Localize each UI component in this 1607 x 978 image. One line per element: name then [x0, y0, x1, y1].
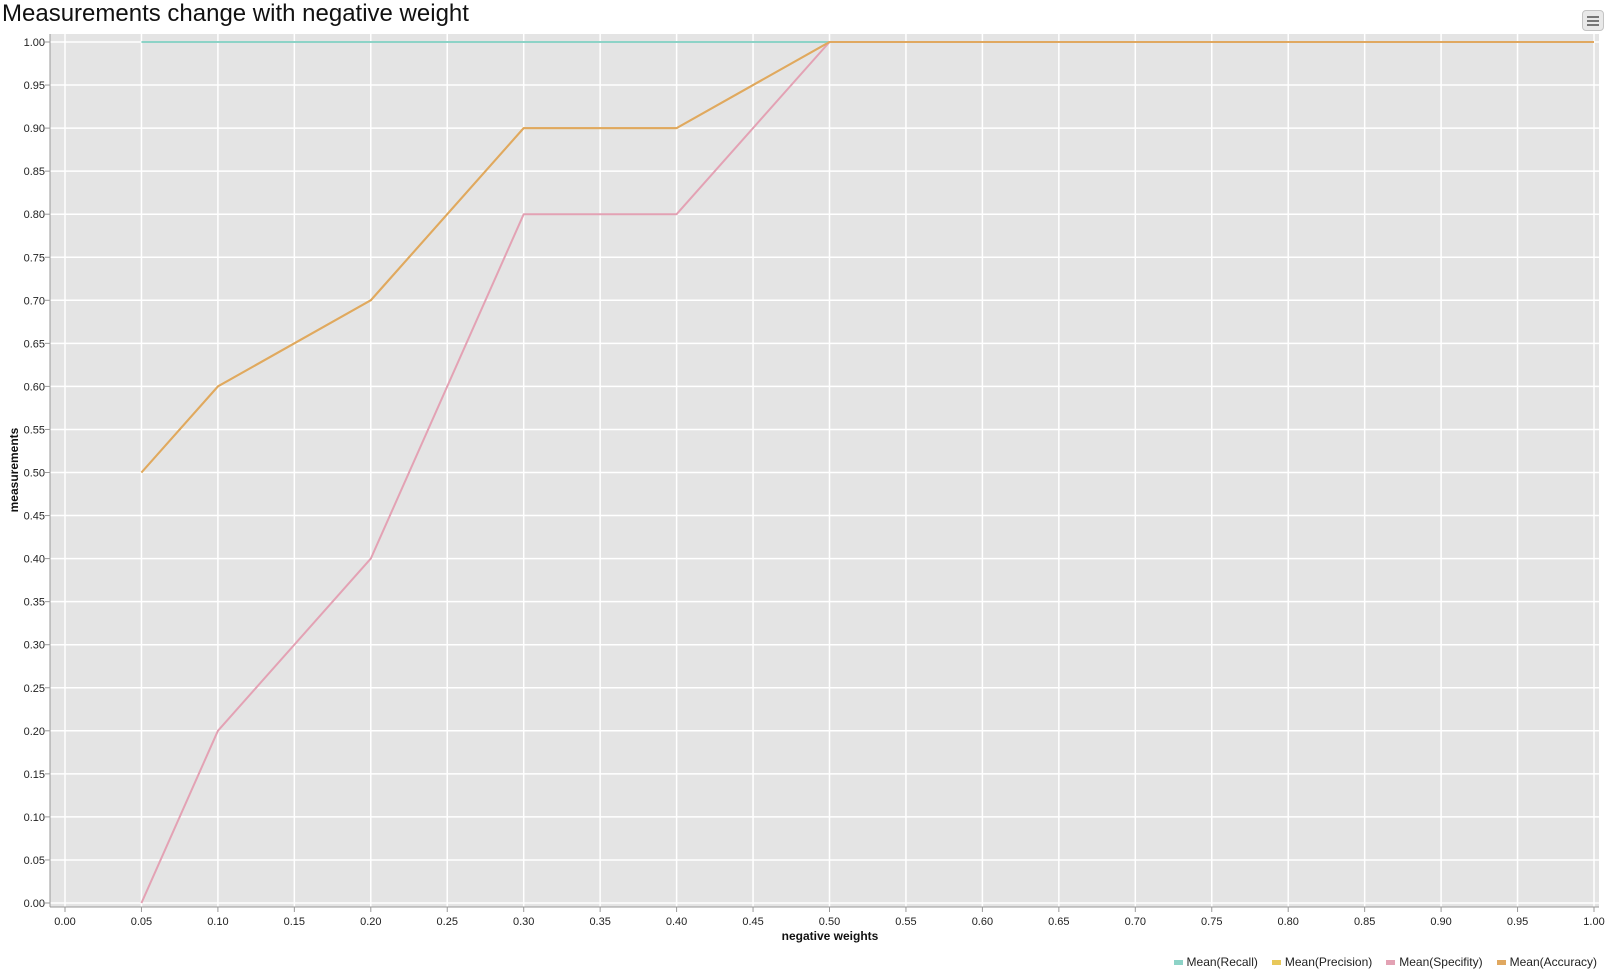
- x-tick-label: 0.10: [207, 916, 228, 928]
- y-tick-label: 0.50: [24, 468, 45, 480]
- y-tick-label: 0.70: [24, 295, 45, 307]
- y-tick-label: 0.95: [24, 80, 45, 92]
- legend-swatch: [1496, 959, 1506, 965]
- y-tick-label: 0.10: [24, 812, 45, 824]
- grid: [50, 34, 1599, 907]
- y-tick-label: 0.60: [24, 381, 45, 393]
- x-tick-label: 0.70: [1125, 916, 1146, 928]
- y-tick-label: 0.55: [24, 424, 45, 436]
- x-tick-label: 0.00: [54, 916, 75, 928]
- legend-item[interactable]: Mean(Accuracy): [1496, 955, 1597, 969]
- y-tick-label: 0.80: [24, 209, 45, 221]
- y-tick-label: 0.30: [24, 640, 45, 652]
- y-tick-label: 0.20: [24, 726, 45, 738]
- x-tick-label: 1.00: [1583, 916, 1604, 928]
- x-tick-label: 0.80: [1277, 916, 1298, 928]
- x-tick-label: 0.85: [1354, 916, 1375, 928]
- series-lines: [140, 41, 1594, 904]
- x-tick-label: 0.55: [895, 916, 916, 928]
- x-tick-label: 0.25: [437, 916, 458, 928]
- y-tick-label: 0.75: [24, 252, 45, 264]
- legend-item[interactable]: Mean(Precision): [1271, 955, 1373, 969]
- y-tick-label: 0.00: [24, 898, 45, 910]
- plot-background: [50, 34, 1599, 907]
- legend-label: Mean(Specifity): [1399, 955, 1483, 969]
- x-tick-label: 0.05: [131, 916, 152, 928]
- x-tick-label: 0.90: [1430, 916, 1451, 928]
- x-tick-label: 0.45: [742, 916, 763, 928]
- x-tick-label: 0.75: [1201, 916, 1222, 928]
- x-tick-label: 0.60: [972, 916, 993, 928]
- legend-label: Mean(Recall): [1186, 955, 1258, 969]
- x-tick-label: 0.30: [513, 916, 534, 928]
- legend: Mean(Recall) Mean(Precision) Mean(Specifit…: [1173, 955, 1597, 969]
- y-tick-label: 0.85: [24, 166, 45, 178]
- legend-swatch: [1271, 959, 1281, 965]
- y-tick-label: 0.25: [24, 683, 45, 695]
- y-tick-label: 0.35: [24, 597, 45, 609]
- x-tick-label: 0.95: [1507, 916, 1528, 928]
- x-tick-label: 0.15: [284, 916, 305, 928]
- axes: 0.00 0.05 0.10 0.15 0.20 0.25 0.30 0.35 0.40 0.45…: [24, 34, 1605, 928]
- y-tick-label: 0.45: [24, 511, 45, 523]
- legend-swatch: [1386, 959, 1396, 965]
- y-tick-label: 0.90: [24, 123, 45, 135]
- hamburger-menu-icon[interactable]: [1582, 10, 1604, 31]
- x-tick-label: 0.20: [360, 916, 381, 928]
- legend-label: Mean(Accuracy): [1509, 955, 1597, 969]
- y-tick-label: 0.65: [24, 338, 45, 350]
- series-line-meanaccuracy[interactable]: [140, 41, 1594, 474]
- y-tick-label: 0.15: [24, 769, 45, 781]
- y-tick-label: 0.40: [24, 554, 45, 566]
- x-axis-label: negative weights: [782, 929, 879, 943]
- y-tick-label: 1.00: [24, 37, 45, 49]
- y-tick-label: 0.05: [24, 855, 45, 867]
- legend-label: Mean(Precision): [1284, 955, 1373, 969]
- x-tick-label: 0.40: [666, 916, 687, 928]
- legend-item[interactable]: Mean(Recall): [1173, 955, 1258, 969]
- legend-item[interactable]: Mean(Specifity): [1386, 955, 1483, 969]
- x-tick-label: 0.50: [819, 916, 840, 928]
- chart-title: Measurements change with negative weight: [2, 0, 469, 27]
- x-tick-label: 0.65: [1048, 916, 1069, 928]
- y-axis-label: measurements: [7, 427, 21, 512]
- legend-swatch: [1173, 959, 1183, 965]
- x-tick-label: 0.35: [589, 916, 610, 928]
